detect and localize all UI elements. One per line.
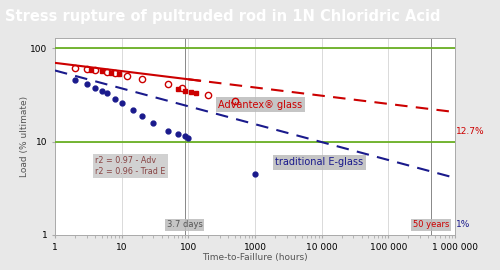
Y-axis label: Load (% ultimate): Load (% ultimate) xyxy=(20,96,28,177)
Text: 12.7%: 12.7% xyxy=(456,127,485,136)
Text: r2 = 0.97 - Adv
r2 = 0.96 - Trad E: r2 = 0.97 - Adv r2 = 0.96 - Trad E xyxy=(95,156,166,176)
Text: 3.7 days: 3.7 days xyxy=(167,220,203,229)
Text: 1%: 1% xyxy=(456,220,471,229)
Text: Stress rupture of pultruded rod in 1N Chloridric Acid: Stress rupture of pultruded rod in 1N Ch… xyxy=(5,9,440,24)
Text: traditional E-glass: traditional E-glass xyxy=(275,157,363,167)
Text: Advantex® glass: Advantex® glass xyxy=(218,100,302,110)
X-axis label: Time-to-Faillure (hours): Time-to-Faillure (hours) xyxy=(202,253,308,262)
Text: 50 years: 50 years xyxy=(413,220,450,229)
